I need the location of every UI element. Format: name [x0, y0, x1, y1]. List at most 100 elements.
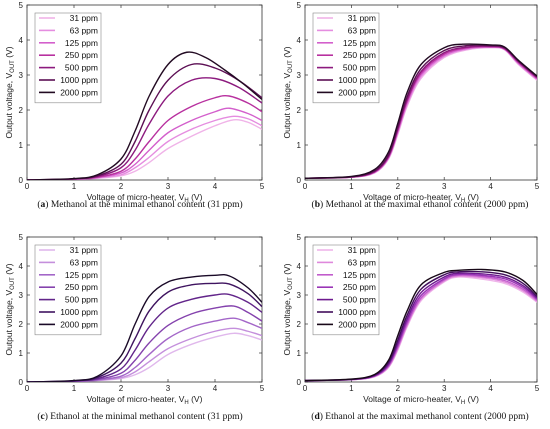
x-axis-label-unit: (V)	[189, 192, 203, 202]
x-axis-label-sub: H	[184, 198, 188, 204]
x-axis-label-unit: (V)	[465, 192, 479, 202]
x-axis-label-main: Voltage of micro-heater, V	[363, 394, 461, 404]
legend-label: 1000 ppm	[60, 75, 98, 85]
legend-box	[312, 12, 380, 104]
y-axis-label-main: Output voltage, V	[4, 73, 14, 139]
x-tick-label: 4	[213, 384, 218, 393]
y-axis-label: Output voltage, VOUT (V)	[282, 46, 294, 138]
caption-close-paren: )	[45, 411, 51, 422]
caption-open-paren: (	[37, 199, 40, 210]
x-tick-label: 3	[442, 182, 447, 191]
caption-open-paren: (	[311, 411, 314, 422]
x-axis-label-sub: H	[461, 400, 465, 406]
legend-label: 125 ppm	[65, 270, 98, 280]
y-tick-label: 0	[297, 176, 302, 185]
caption-text: Methanol at the minimal ethanol content …	[51, 199, 243, 210]
caption-letter: c	[41, 412, 45, 422]
caption-close-paren: )	[45, 199, 51, 210]
caption-letter: b	[315, 200, 320, 210]
y-axis-label-sub: OUT	[10, 277, 16, 290]
y-tick-label: 4	[297, 36, 302, 45]
legend-label: 31 ppm	[70, 13, 98, 23]
legend-label: 500 ppm	[343, 295, 376, 305]
x-tick-label: 4	[488, 384, 493, 393]
x-tick-label: 4	[488, 182, 493, 191]
legend-label: 500 ppm	[343, 63, 376, 73]
legend: 31 ppm 63 ppm 125 ppm 250 ppm 500 ppm 1000 pp…	[312, 12, 380, 104]
series-line-1000-ppm	[27, 63, 262, 180]
x-axis-label: Voltage of micro-heater, VH (V)	[363, 394, 479, 406]
y-tick-label: 3	[297, 71, 302, 80]
y-tick-label: 1	[297, 349, 302, 358]
y-tick-label: 3	[19, 71, 24, 80]
legend-box	[34, 12, 102, 104]
legend-label: 250 ppm	[343, 282, 376, 292]
x-tick-label: 2	[119, 182, 124, 191]
chart-panel-a: 0 1 2 3 4 5 0 1 2 3 4 5 31 ppm 63 ppm 125 ppm 250 ppm 50…	[4, 1, 265, 210]
legend-label: 2000 ppm	[338, 319, 376, 329]
legend-label: 2000 ppm	[60, 319, 98, 329]
legend-box	[312, 244, 380, 336]
y-axis-label-sub: OUT	[10, 60, 16, 73]
y-axis-label-unit: (V)	[282, 263, 292, 277]
y-axis-label-main: Output voltage, V	[282, 290, 292, 356]
x-axis-label-main: Voltage of micro-heater, V	[87, 394, 185, 404]
x-axis-label-main: Voltage of micro-heater, V	[363, 192, 461, 202]
caption-text: Ethanol at the minimal methanol content …	[50, 411, 242, 422]
y-tick-label: 4	[19, 262, 24, 271]
legend-label: 2000 ppm	[60, 87, 98, 97]
legend: 31 ppm 63 ppm 125 ppm 250 ppm 500 ppm 1000 pp…	[34, 12, 102, 104]
y-tick-label: 5	[19, 233, 24, 242]
chart-panel-c: 0 1 2 3 4 5 0 1 2 3 4 5 31 ppm 63 ppm 125 ppm 250 ppm 50…	[4, 233, 265, 422]
legend-label: 31 ppm	[348, 13, 376, 23]
x-tick-label: 0	[303, 182, 308, 191]
legend-label: 31 ppm	[70, 245, 98, 255]
x-tick-label: 2	[396, 182, 401, 191]
y-tick-label: 1	[19, 349, 24, 358]
y-axis-label-sub: OUT	[288, 60, 294, 73]
legend-label: 500 ppm	[65, 295, 98, 305]
caption-letter: a	[41, 200, 46, 210]
legend-label: 1000 ppm	[60, 307, 98, 317]
caption-open-paren: (	[312, 199, 315, 210]
legend-label: 125 ppm	[65, 38, 98, 48]
x-tick-label: 5	[260, 384, 265, 393]
legend: 31 ppm 63 ppm 125 ppm 250 ppm 500 ppm 1000 pp…	[34, 244, 102, 336]
legend-label: 125 ppm	[343, 38, 376, 48]
series-line-2000-ppm	[27, 274, 262, 382]
y-axis-label-main: Output voltage, V	[282, 73, 292, 139]
y-tick-label: 1	[19, 141, 24, 150]
x-axis-label: Voltage of micro-heater, VH (V)	[87, 192, 203, 204]
x-tick-label: 2	[119, 384, 124, 393]
x-tick-label: 5	[535, 182, 540, 191]
legend-label: 250 ppm	[65, 282, 98, 292]
series-line-2000-ppm	[27, 51, 262, 180]
y-tick-label: 5	[297, 233, 302, 242]
y-tick-label: 3	[297, 291, 302, 300]
y-tick-label: 0	[297, 378, 302, 387]
legend-label: 500 ppm	[65, 63, 98, 73]
y-tick-label: 5	[19, 1, 24, 10]
x-tick-label: 4	[213, 182, 218, 191]
legend-label: 250 ppm	[343, 50, 376, 60]
legend: 31 ppm 63 ppm 125 ppm 250 ppm 500 ppm 1000 pp…	[312, 244, 380, 336]
series-line-1000-ppm	[27, 282, 262, 382]
x-tick-label: 1	[349, 182, 354, 191]
y-tick-label: 5	[297, 1, 302, 10]
panel-caption: (a) Methanol at the minimal ethanol cont…	[37, 199, 242, 210]
x-tick-label: 1	[349, 384, 354, 393]
x-tick-label: 3	[166, 182, 171, 191]
y-tick-label: 2	[19, 320, 24, 329]
y-tick-label: 1	[297, 141, 302, 150]
x-axis-label-unit: (V)	[465, 394, 479, 404]
caption-open-paren: (	[37, 411, 40, 422]
y-tick-label: 2	[297, 106, 302, 115]
x-tick-label: 5	[535, 384, 540, 393]
legend-label: 63 ppm	[348, 257, 376, 267]
y-tick-label: 3	[19, 291, 24, 300]
legend-label: 250 ppm	[65, 50, 98, 60]
legend-label: 1000 ppm	[338, 75, 376, 85]
y-axis-label: Output voltage, VOUT (V)	[4, 263, 16, 355]
legend-label: 125 ppm	[343, 270, 376, 280]
